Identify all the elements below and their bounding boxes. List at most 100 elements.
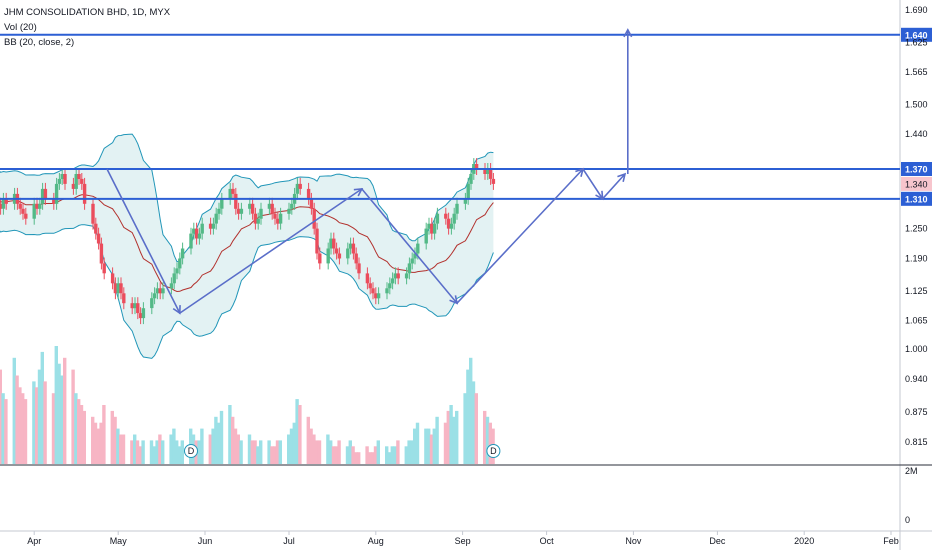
volume-bar (463, 393, 467, 464)
candle-body (155, 288, 160, 294)
candle-body (351, 243, 356, 254)
horizontal-level-tag (901, 27, 932, 42)
candle-body (150, 298, 154, 309)
candle-body (318, 253, 322, 264)
legend-volume[interactable]: Vol (20) (4, 22, 37, 33)
volume-bar (407, 440, 411, 464)
volume-bar (0, 369, 3, 464)
volume-bar (396, 440, 400, 464)
candle-body (133, 303, 137, 309)
volume-bar (130, 440, 134, 464)
volume-bar (233, 428, 238, 464)
candle-body (427, 223, 431, 229)
volume-bar (292, 422, 296, 464)
candle-body (0, 203, 3, 209)
candle-body (273, 213, 277, 219)
candle-body (306, 188, 311, 199)
volume-bar (4, 399, 8, 464)
candle-body (326, 248, 330, 264)
volume-bar (317, 440, 322, 464)
candle-body (413, 253, 417, 259)
candle-body (35, 203, 39, 209)
candle-body (388, 283, 392, 289)
legend-bollinger[interactable]: BB (20, close, 2) (4, 37, 75, 48)
volume-bar (354, 452, 358, 464)
price-tick-label: 1.690 (905, 5, 928, 15)
volume-bar (446, 410, 450, 464)
candle-body (455, 203, 459, 214)
volume-bar (385, 446, 389, 464)
candle-body (295, 183, 300, 194)
candle-body (376, 293, 381, 299)
candle-body (253, 213, 258, 224)
candle-body (416, 243, 420, 254)
volume-bar (466, 369, 470, 464)
candle-body (239, 208, 244, 214)
price-tick-label: 0.940 (905, 374, 928, 384)
candle-body (208, 223, 213, 229)
volume-bar (18, 387, 22, 464)
volume-tick-label: 0 (905, 515, 910, 525)
horizontal-level-label: 1.640 (905, 30, 928, 40)
candle-body (424, 228, 428, 244)
volume-bar (365, 446, 369, 464)
volume-bar (21, 393, 25, 464)
volume-bar (337, 440, 341, 464)
volume-bar (368, 452, 372, 464)
candle-body (270, 203, 274, 214)
price-tick-label: 1.250 (905, 224, 928, 234)
volume-bar (60, 375, 64, 464)
volume-bar (287, 434, 291, 464)
dividend-marker-label: D (490, 446, 497, 456)
candle-body (259, 208, 263, 219)
volume-bar (155, 440, 159, 464)
volume-bar (219, 410, 224, 464)
candle-body (390, 278, 395, 284)
volume-bar (306, 416, 310, 464)
price-axis-panel (900, 0, 932, 550)
candle-body (194, 228, 199, 239)
volume-bar (485, 416, 490, 464)
volume-bar (298, 405, 302, 464)
volume-bar (200, 428, 204, 464)
time-tick-label: Aug (368, 536, 384, 546)
volume-bar (214, 416, 218, 464)
price-tick-label: 1.565 (905, 67, 928, 77)
chart-legend: JHM CONSOLIDATION BHD, 1D, MYX Vol (20) … (4, 5, 170, 50)
candle-body (152, 293, 157, 299)
volume-bar (172, 428, 176, 464)
volume-bar (135, 440, 140, 464)
legend-symbol[interactable]: JHM CONSOLIDATION BHD, 1D, MYX (4, 7, 171, 18)
volume-bar (175, 440, 179, 464)
volume-bar (161, 440, 165, 464)
time-tick-label: Sep (455, 536, 471, 546)
candle-body (348, 243, 353, 249)
volume-bar (177, 446, 182, 464)
candle-body (110, 273, 115, 284)
candle-body (488, 169, 493, 179)
volume-bar (228, 405, 232, 464)
volume-bar (149, 440, 154, 464)
time-tick-label: Dec (709, 536, 726, 546)
candle-body (40, 188, 45, 204)
horizontal-level-tag (901, 162, 932, 176)
volume-bar (390, 446, 394, 464)
last-price-tag (901, 176, 932, 191)
volume-bar (312, 434, 316, 464)
price-tick-label: 0.875 (905, 407, 928, 417)
candle-body (4, 198, 8, 204)
candle-body (444, 213, 448, 219)
candle-body (309, 198, 314, 209)
time-tick-label: Nov (625, 536, 642, 546)
candle-body (346, 248, 350, 259)
volume-bar (449, 405, 453, 464)
volume-bar (267, 440, 271, 464)
volume-bar (455, 410, 459, 464)
volume-bar (429, 434, 434, 464)
candle-body (474, 164, 479, 169)
horizontal-level-label: 1.370 (905, 165, 928, 175)
candle-body (276, 218, 280, 224)
candle-body (315, 228, 319, 254)
volume-bar (169, 434, 173, 464)
